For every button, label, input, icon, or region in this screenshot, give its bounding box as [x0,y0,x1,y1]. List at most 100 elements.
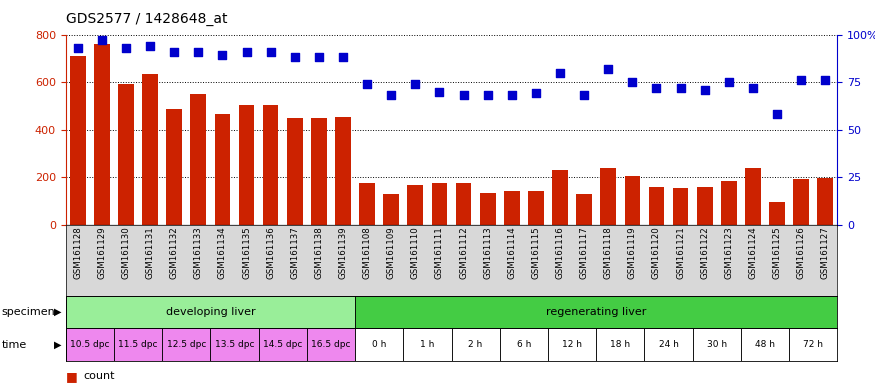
Text: GSM161124: GSM161124 [748,226,758,279]
Text: GSM161126: GSM161126 [797,226,806,279]
Text: GSM161136: GSM161136 [266,226,275,279]
Text: GSM161113: GSM161113 [483,226,492,279]
Point [409,81,423,87]
Bar [673,188,689,225]
Text: GSM161137: GSM161137 [290,226,299,279]
Bar [191,94,206,225]
Point [578,92,592,98]
Bar [596,328,644,361]
Bar [648,187,664,225]
Text: 14.5 dpc: 14.5 dpc [263,340,303,349]
Point [601,66,615,72]
Bar [696,187,712,225]
Point [240,49,254,55]
Bar [311,118,326,225]
Text: GSM161111: GSM161111 [435,226,444,279]
Text: 72 h: 72 h [803,340,823,349]
Text: GSM161127: GSM161127 [821,226,830,279]
Text: count: count [83,371,115,381]
Bar [259,328,307,361]
Point [312,54,326,60]
Point [215,52,229,58]
Point [722,79,736,85]
Text: GSM161138: GSM161138 [314,226,324,279]
Bar [452,328,500,361]
Text: GSM161134: GSM161134 [218,226,227,279]
Bar [287,118,303,225]
Bar [769,202,785,225]
Text: GSM161120: GSM161120 [652,226,661,279]
Text: GSM161121: GSM161121 [676,226,685,279]
Point [192,49,206,55]
Point [71,45,85,51]
Text: GSM161114: GSM161114 [507,226,516,279]
Bar [817,178,833,225]
Point [119,45,133,51]
Point [697,87,711,93]
Text: 6 h: 6 h [516,340,531,349]
Point [360,81,374,87]
Text: 1 h: 1 h [420,340,435,349]
Bar [721,181,737,225]
Point [263,49,277,55]
Bar [528,191,543,225]
Point [505,92,519,98]
Text: GSM161116: GSM161116 [556,226,564,279]
Text: GSM161122: GSM161122 [700,226,710,279]
Text: 24 h: 24 h [659,340,678,349]
Point [626,79,640,85]
Bar [118,84,134,225]
Point [794,77,808,83]
Bar [456,183,472,225]
Text: GSM161118: GSM161118 [604,226,612,279]
Bar [431,183,447,225]
Text: GSM161108: GSM161108 [362,226,372,279]
Text: GSM161128: GSM161128 [74,226,82,279]
Bar [335,116,351,225]
Text: GSM161125: GSM161125 [773,226,781,279]
Text: GSM161139: GSM161139 [339,226,347,279]
Text: GDS2577 / 1428648_at: GDS2577 / 1428648_at [66,12,228,25]
Text: 16.5 dpc: 16.5 dpc [312,340,351,349]
Bar [355,328,403,361]
Text: 12.5 dpc: 12.5 dpc [166,340,206,349]
Point [384,92,398,98]
Text: 48 h: 48 h [755,340,775,349]
Point [457,92,471,98]
Bar [500,328,548,361]
Bar [114,328,162,361]
Bar [66,296,355,328]
Bar [746,168,760,225]
Text: GSM161112: GSM161112 [459,226,468,279]
Bar [480,192,495,225]
Point [528,90,542,96]
Bar [548,328,596,361]
Text: regenerating liver: regenerating liver [546,307,647,317]
Point [553,70,567,76]
Bar [504,191,520,225]
Bar [789,328,837,361]
Text: 0 h: 0 h [372,340,387,349]
Text: ▶: ▶ [53,339,61,350]
Bar [66,328,114,361]
Point [432,89,446,95]
Bar [360,183,374,225]
Bar [403,328,452,361]
Bar [143,74,158,225]
Text: 30 h: 30 h [707,340,727,349]
Bar [210,328,259,361]
Point [649,85,663,91]
Text: 2 h: 2 h [468,340,483,349]
Bar [307,328,355,361]
Text: GSM161117: GSM161117 [579,226,589,279]
Text: GSM161115: GSM161115 [531,226,541,279]
Text: GSM161135: GSM161135 [242,226,251,279]
Text: 13.5 dpc: 13.5 dpc [214,340,255,349]
Point [480,92,494,98]
Bar [600,168,616,225]
Text: GSM161132: GSM161132 [170,226,178,279]
Bar [214,114,230,225]
Bar [239,105,255,225]
Bar [693,328,741,361]
Text: GSM161123: GSM161123 [724,226,733,279]
